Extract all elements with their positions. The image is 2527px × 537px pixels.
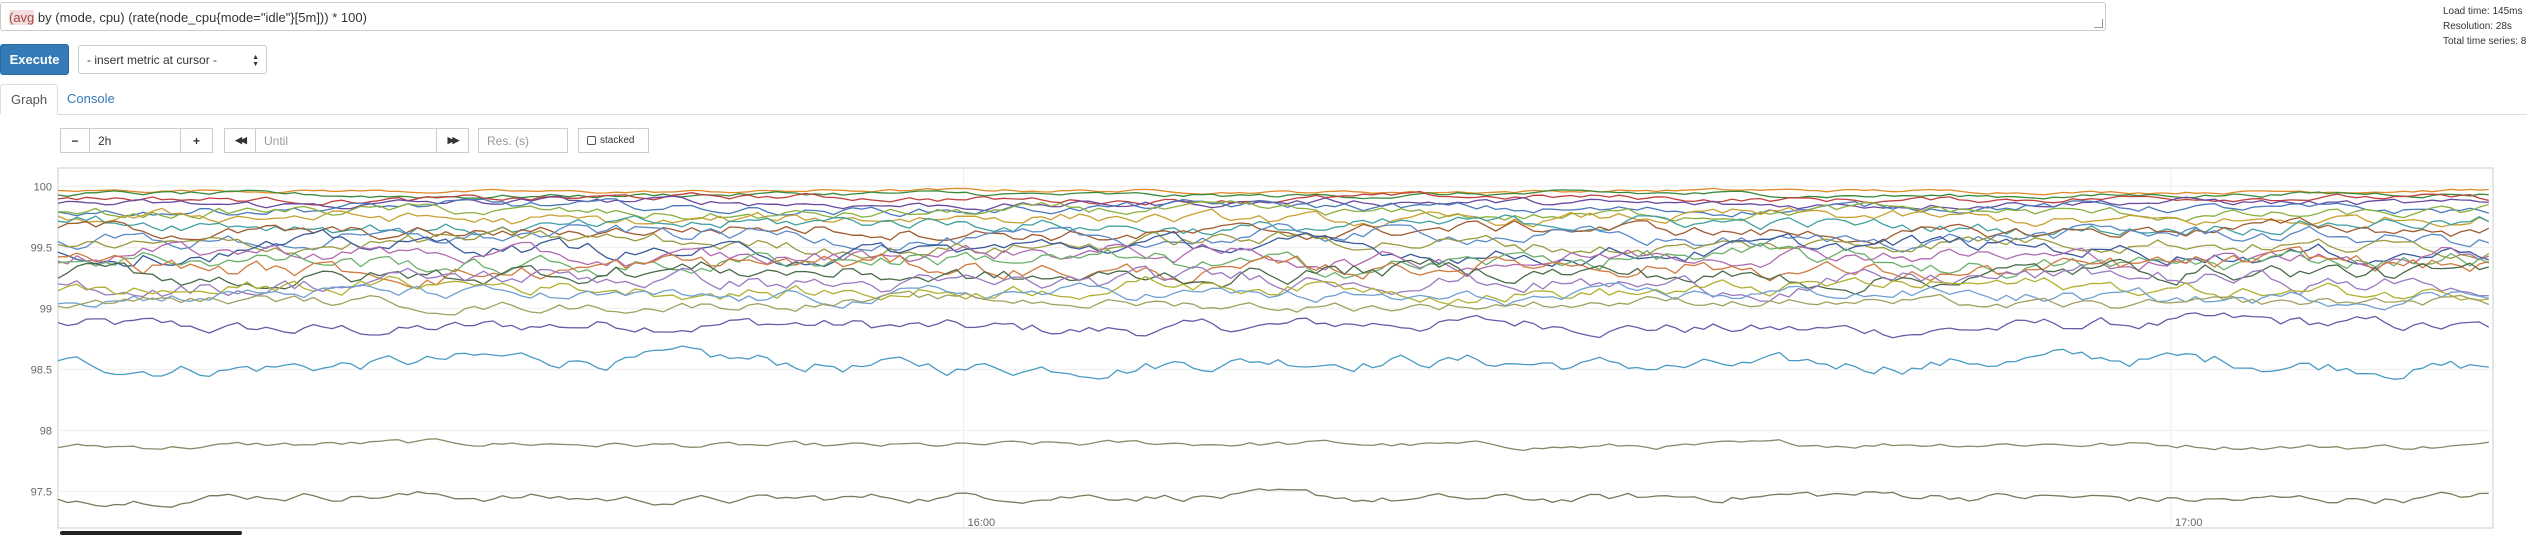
resize-handle-icon[interactable] [2094,19,2103,28]
view-tabs: Graph Console [0,84,2527,115]
series-line [57,206,2490,228]
y-tick-label: 98 [40,425,52,437]
series-line [57,222,2490,253]
series-line [57,488,2489,508]
y-tick-label: 97.5 [31,486,52,498]
tab-graph[interactable]: Graph [0,84,59,115]
series-line [57,275,2489,305]
series-line [57,438,2489,452]
resolution-input[interactable]: Res. (s) [478,128,568,153]
x-tick-label: 16:00 [968,517,996,529]
graph-container: 97.5 98 98.5 99 99.5 100 16:00 17:00 [0,162,2527,537]
expression-error-highlight: (avg [9,10,35,25]
checkbox-icon [587,136,596,145]
updown-arrows-icon: ▲ ▼ [252,54,259,68]
metric-select-value: - insert metric at cursor - [87,53,218,67]
y-tick-label: 99 [40,303,52,315]
y-tick-label: 99.5 [31,242,52,254]
series-line [57,198,2489,218]
horizontal-scrollbar-thumb[interactable] [60,531,242,535]
total-series: Total time series: 8 [2443,36,2527,47]
plot-frame [57,167,2494,529]
time-series-chart[interactable]: 97.5 98 98.5 99 99.5 100 16:00 17:00 [0,162,2527,532]
stacked-toggle-button[interactable]: stacked [578,128,649,153]
series-line [57,187,2489,196]
series-line [57,263,2489,302]
resolution: Resolution: 28s [2443,21,2512,32]
series-line [57,282,2489,311]
insert-metric-select[interactable]: - insert metric at cursor - ▲ ▼ [78,45,267,74]
series-line [57,229,2489,268]
execute-button[interactable]: Execute [0,44,69,75]
time-forward-button[interactable]: ▶▶ [436,128,469,153]
query-stats: Load time: 145ms Resolution: 28s Total t… [2443,4,2526,49]
series-line [57,200,2489,222]
until-input[interactable]: Until [255,128,437,153]
series-line [57,312,2490,339]
series-line [57,189,2489,200]
time-back-button[interactable]: ◀◀ [224,128,256,153]
series-line [57,345,2489,380]
series-line [57,226,2490,261]
load-time: Load time: 145ms [2443,6,2523,17]
tab-console[interactable]: Console [67,91,115,106]
y-tick-label: 100 [34,181,52,193]
y-tick-label: 98.5 [31,364,52,376]
stacked-label: stacked [600,135,635,146]
expression-text: by (mode, cpu) (rate(node_cpu{mode="idle… [34,10,367,25]
range-input[interactable]: 2h [89,128,181,153]
series-line [57,246,2489,290]
expression-input[interactable]: (avg by (mode, cpu) (rate(node_cpu{mode=… [0,2,2106,31]
range-increase-button[interactable]: + [180,128,213,153]
series-line [57,290,2490,316]
series-line [57,216,2490,245]
range-decrease-button[interactable]: − [60,128,90,153]
x-tick-label: 17:00 [2175,517,2203,529]
